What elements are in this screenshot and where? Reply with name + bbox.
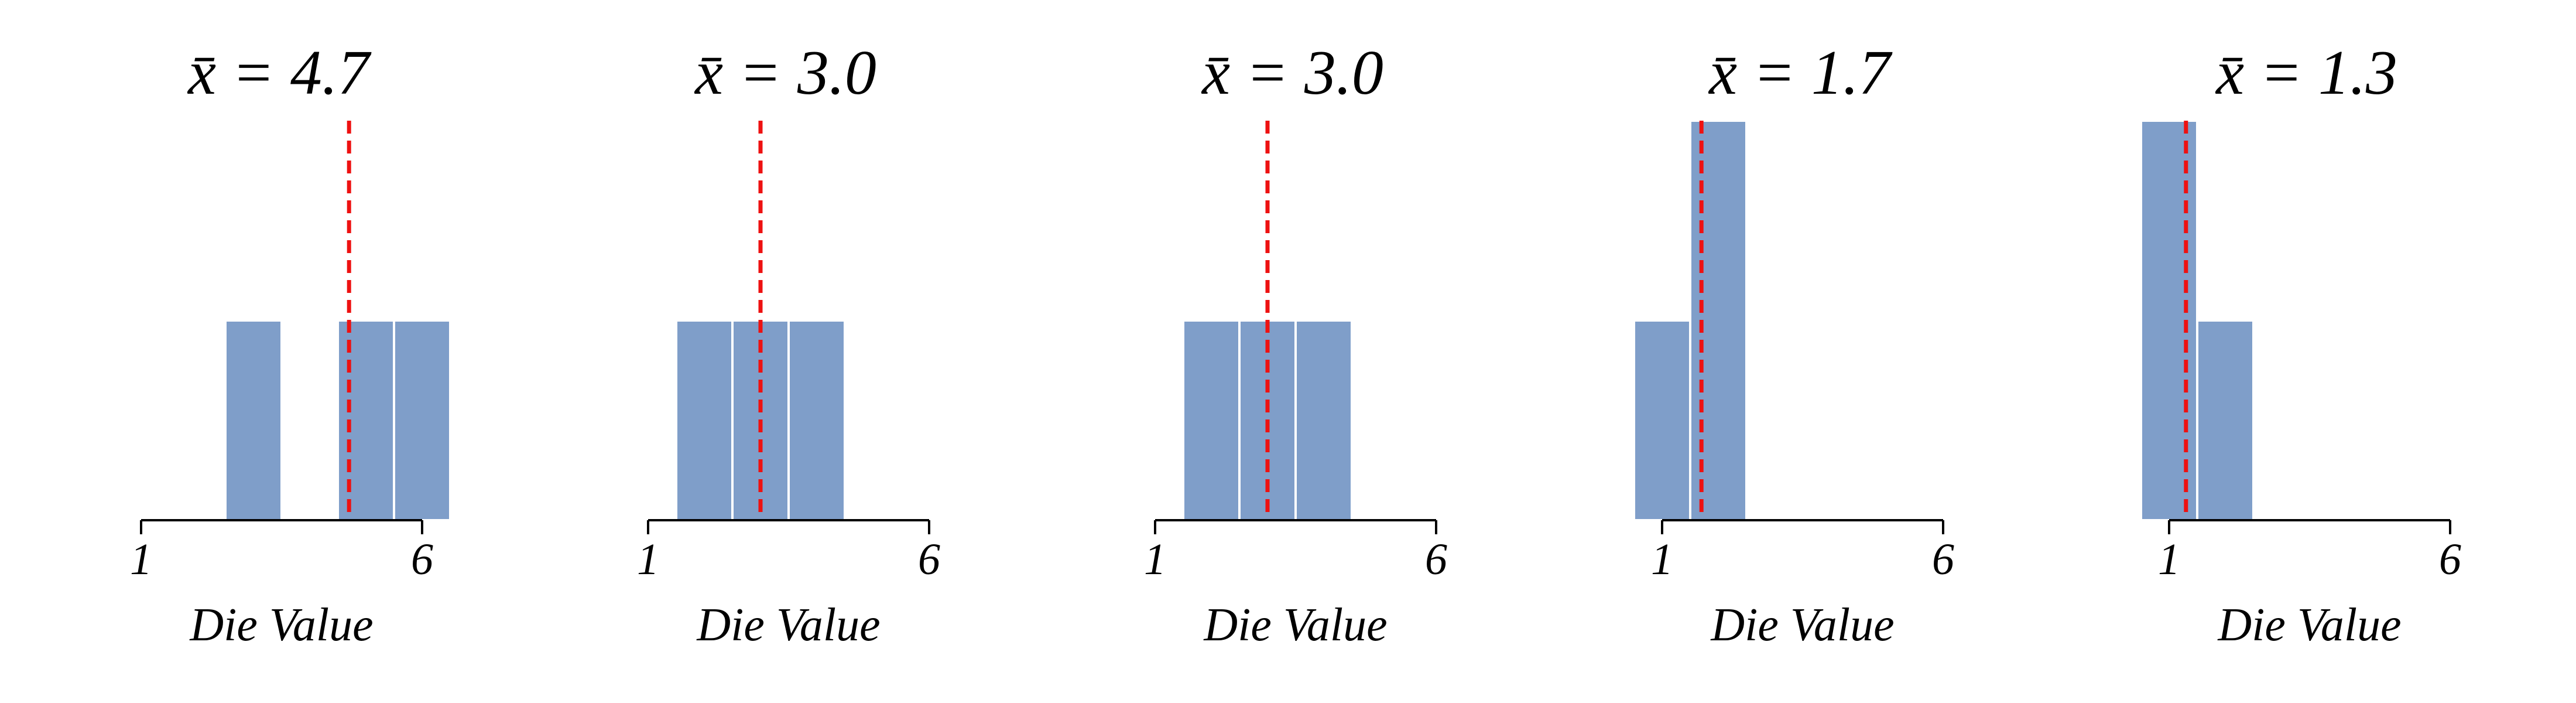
x-tick-label: 6 [411,535,433,584]
histogram-bar [337,319,395,521]
x-tick-label: 1 [637,535,659,584]
panel-title: x̄ = 4.7 [187,38,372,108]
histogram-bar [1294,319,1353,521]
x-tick-label: 6 [1932,535,1954,584]
x-tick-label: 1 [2158,535,2180,584]
x-tick-label: 1 [130,535,152,584]
histogram-panel-4: 1 6 Die Value x̄ = 1.7 [1633,38,1954,651]
histogram-panel-2: 1 6 Die Value x̄ = 3.0 [637,38,940,651]
x-tick-label: 1 [1651,535,1673,584]
panel-title: x̄ = 3.0 [1201,38,1383,108]
histogram-bar [1689,120,1748,521]
x-tick-label: 6 [918,535,940,584]
histogram-panel-3: 1 6 Die Value x̄ = 3.0 [1144,38,1447,651]
histogram-bar [787,319,846,521]
histogram-panel-1: 1 6 Die Value x̄ = 4.7 [130,38,451,651]
x-tick-label: 6 [2439,535,2461,584]
histogram-bar [1633,319,1691,521]
histogram-bar [2196,319,2255,521]
histogram-bar [2140,120,2198,521]
histogram-bar [224,319,283,521]
x-axis-label: Die Value [1203,599,1387,651]
panel-title: x̄ = 1.7 [1708,38,1893,108]
x-tick-label: 6 [1425,535,1447,584]
x-axis-label: Die Value [1710,599,1894,651]
x-axis-label: Die Value [2217,599,2401,651]
x-tick-label: 1 [1144,535,1166,584]
histogram-bar [393,319,451,521]
x-axis-label: Die Value [189,599,373,651]
histogram-bar [1182,319,1241,521]
histogram-panel-5: 1 6 Die Value x̄ = 1.3 [2140,38,2461,651]
panel-title: x̄ = 1.3 [2215,38,2397,108]
histogram-bar [675,319,734,521]
panel-title: x̄ = 3.0 [694,38,876,108]
x-axis-label: Die Value [696,599,880,651]
